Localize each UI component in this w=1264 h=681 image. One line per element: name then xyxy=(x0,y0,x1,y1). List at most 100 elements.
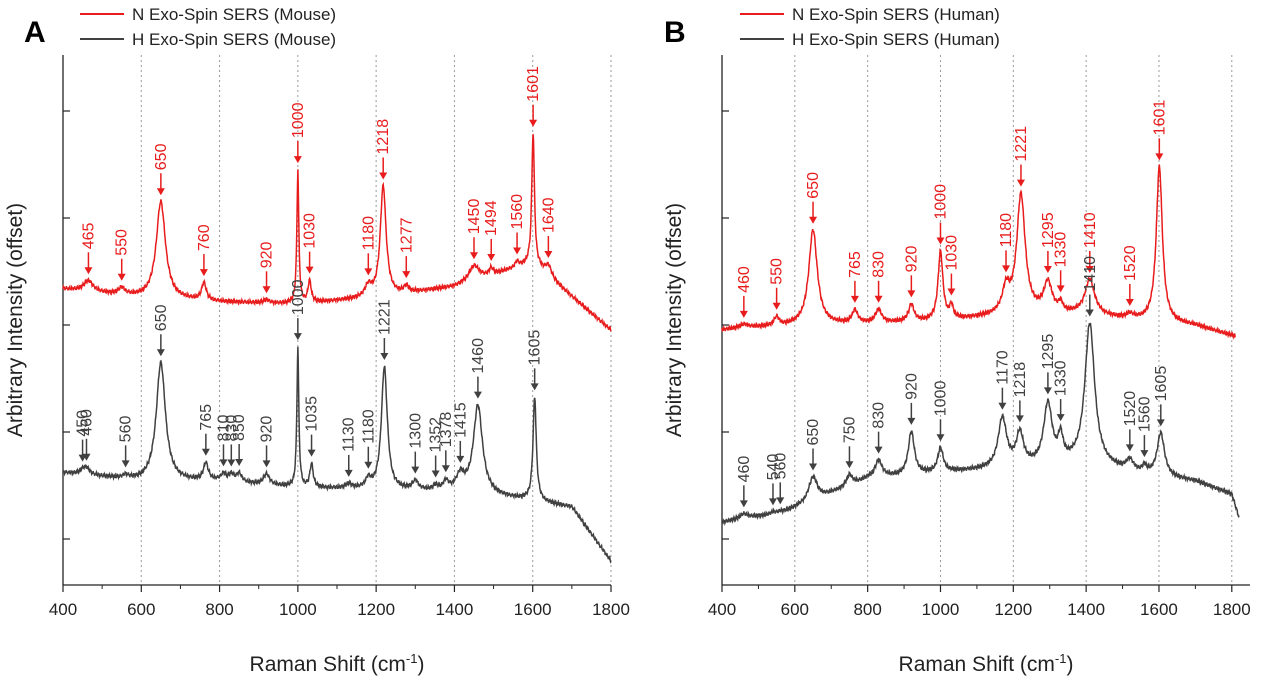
peak-label: 650 xyxy=(153,143,170,170)
x-tick-label: 1000 xyxy=(922,600,960,619)
peak-label: 1410 xyxy=(1082,212,1099,248)
x-tick-label: 400 xyxy=(49,600,77,619)
panel-letter: B xyxy=(664,16,686,49)
x-axis-title: Raman Shift (cm-1) xyxy=(250,651,425,676)
peak-label: 920 xyxy=(259,241,276,268)
peak-label: 1035 xyxy=(304,396,321,432)
x-tick-label: 1400 xyxy=(1067,600,1105,619)
x-tick-label: 1600 xyxy=(514,600,552,619)
peak-arrowhead xyxy=(199,269,208,277)
x-tick-label: 800 xyxy=(205,600,233,619)
peak-arrowhead xyxy=(874,295,883,303)
peak-arrowhead xyxy=(156,188,165,196)
peak-arrowhead xyxy=(513,247,522,255)
peak-label: 560 xyxy=(772,453,789,480)
peak-arrowhead xyxy=(293,156,302,164)
peak-label: 1180 xyxy=(360,409,377,444)
peak-arrowhead xyxy=(473,391,482,399)
peak-label: 1605 xyxy=(1153,366,1170,402)
peak-label: 1601 xyxy=(1151,100,1168,136)
peak-arrowhead xyxy=(227,459,236,467)
x-tick-label: 800 xyxy=(853,600,881,619)
peak-label: 1221 xyxy=(376,299,393,335)
peak-arrowhead xyxy=(1002,265,1011,273)
peak-arrowhead xyxy=(1043,387,1052,395)
peak-label: 1170 xyxy=(994,350,1011,385)
peak-arrowhead xyxy=(470,252,478,260)
peak-label: 830 xyxy=(871,251,888,278)
peak-arrowhead xyxy=(219,459,228,467)
peak-label: 830 xyxy=(223,415,240,442)
peak-label: 560 xyxy=(118,416,135,443)
peak-arrowhead xyxy=(121,460,130,468)
peak-label: 465 xyxy=(80,222,97,249)
peak-label: 920 xyxy=(903,246,920,273)
peak-label: 460 xyxy=(78,409,95,436)
peak-arrowhead xyxy=(544,251,553,259)
x-tick-label: 1800 xyxy=(592,600,630,619)
peak-arrowhead xyxy=(402,271,411,279)
peak-arrowhead xyxy=(431,470,440,478)
peak-arrowhead xyxy=(344,469,353,477)
peak-arrowhead xyxy=(809,216,818,224)
peak-label: 1000 xyxy=(932,184,949,220)
panel-letter: A xyxy=(24,16,46,49)
h-exo-spin-trace xyxy=(62,346,612,564)
peak-label: 1410 xyxy=(1082,256,1099,292)
peak-label: 1218 xyxy=(375,119,392,155)
peak-label: 1415 xyxy=(452,402,469,438)
x-tick-label: 1000 xyxy=(279,600,317,619)
peak-label: 1000 xyxy=(932,381,949,417)
peak-arrowhead xyxy=(874,446,883,454)
peak-arrowhead xyxy=(82,453,91,461)
peak-label: 550 xyxy=(769,258,786,285)
x-tick-label: 400 xyxy=(708,600,736,619)
peak-arrowhead xyxy=(364,268,373,276)
peak-arrowhead xyxy=(1016,179,1025,187)
peak-arrowhead xyxy=(456,455,465,463)
peak-arrowhead xyxy=(117,273,126,281)
peak-arrowhead xyxy=(307,449,316,457)
peak-arrowhead xyxy=(739,310,748,318)
peak-arrowhead xyxy=(907,290,916,298)
peak-label: 760 xyxy=(196,224,213,251)
peak-label: 1180 xyxy=(360,216,377,251)
peak-arrowhead xyxy=(262,286,271,294)
peak-arrowhead xyxy=(850,295,859,303)
peak-arrowhead xyxy=(235,459,244,467)
peak-label: 765 xyxy=(847,251,864,278)
peak-arrowhead xyxy=(936,237,945,245)
peak-label: 1000 xyxy=(290,102,307,138)
peak-label: 1450 xyxy=(466,199,483,235)
peak-arrowhead xyxy=(201,448,210,456)
x-tick-label: 1600 xyxy=(1140,600,1178,619)
panel-b: B N Exo-Spin SERS (Human) H Exo-Spin SERS … xyxy=(663,5,1251,676)
x-tick-label: 1200 xyxy=(357,600,395,619)
peak-label: 460 xyxy=(736,266,753,293)
legend-entry: N Exo-Spin SERS (Mouse) xyxy=(132,5,336,24)
peak-label: 1605 xyxy=(527,330,544,366)
peak-label: 650 xyxy=(153,304,170,331)
peak-arrowhead xyxy=(1056,414,1065,422)
peak-label: 1277 xyxy=(398,217,415,253)
y-axis-title: Arbitrary Intensity (offset) xyxy=(4,203,27,437)
peak-label: 1300 xyxy=(407,413,424,449)
legend-entry: H Exo-Spin SERS (Human) xyxy=(792,30,1000,49)
peak-arrowhead xyxy=(998,402,1007,410)
peak-arrowhead xyxy=(809,463,818,471)
peak-label: 1295 xyxy=(1040,212,1057,248)
peak-label: 810 xyxy=(215,415,232,442)
peak-label: 920 xyxy=(259,416,276,443)
peak-arrowhead xyxy=(845,461,854,469)
peak-label: 920 xyxy=(903,373,920,400)
x-tick-label: 600 xyxy=(781,600,809,619)
peak-arrowhead xyxy=(1125,444,1134,452)
peak-arrowhead xyxy=(1043,265,1052,273)
peak-label: 830 xyxy=(871,402,888,429)
peak-arrowhead xyxy=(936,434,945,442)
peak-arrowhead xyxy=(907,417,916,425)
peak-label: 1030 xyxy=(943,235,960,271)
peak-label: 1601 xyxy=(525,66,542,102)
peak-arrowhead xyxy=(739,500,748,508)
peak-arrowhead xyxy=(364,461,373,469)
